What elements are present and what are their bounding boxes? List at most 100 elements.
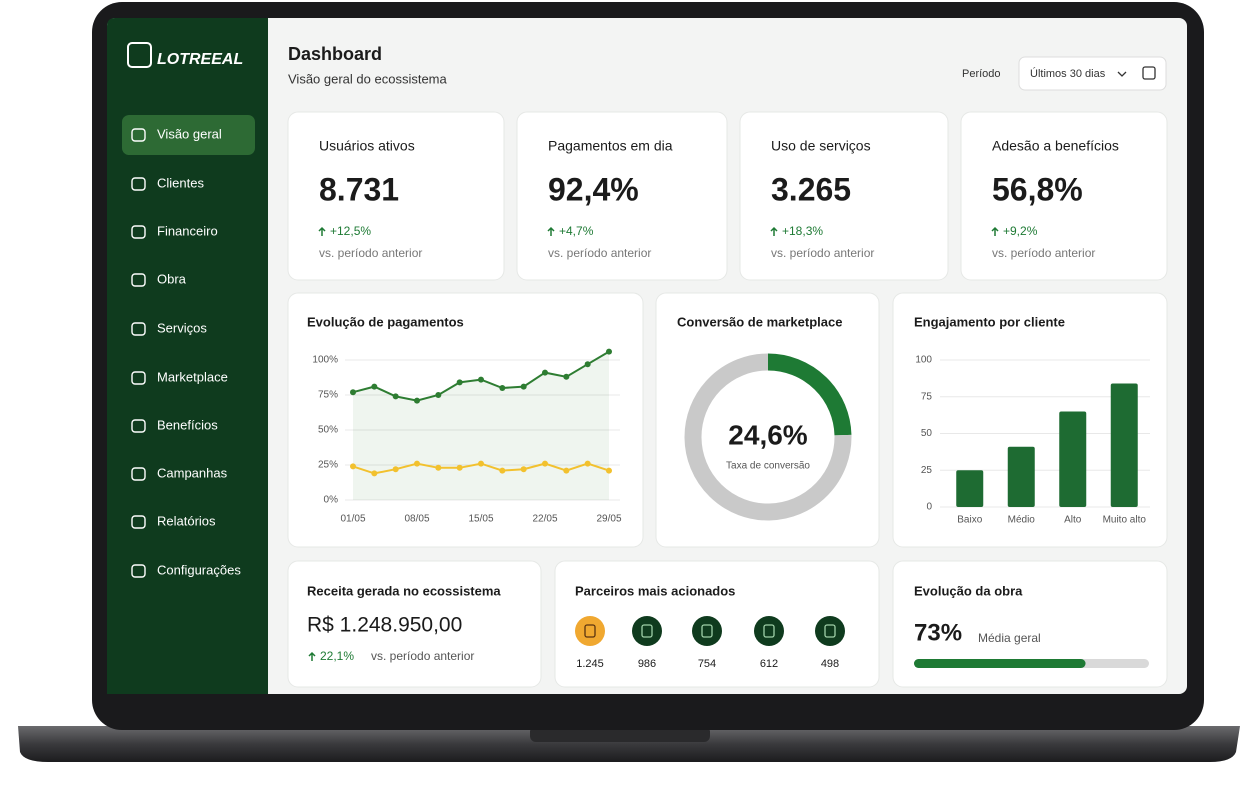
nav-icon [131, 371, 146, 385]
point [392, 466, 399, 473]
y-tick-label: 75 [921, 391, 933, 402]
y-tick-label: 100% [312, 355, 338, 366]
point [563, 373, 570, 380]
progress-note: Média geral [978, 631, 1041, 645]
bar [1110, 383, 1138, 507]
kpi-value: 8.731 [319, 171, 399, 207]
point [606, 467, 612, 474]
y-tick-label: 0% [324, 495, 339, 506]
bar [1059, 411, 1087, 507]
x-tick-label: Baixo [957, 515, 982, 526]
calendar-icon [1142, 66, 1156, 80]
active-nav [122, 115, 255, 155]
point [350, 463, 356, 470]
nav-item[interactable]: Serviços [157, 320, 207, 335]
partner-glyph [763, 624, 775, 638]
partner-avatar [632, 616, 662, 646]
kpi-change: +4,7% [559, 224, 594, 238]
partner-glyph [584, 624, 596, 638]
point [542, 369, 548, 376]
point [456, 379, 463, 386]
x-tick-label: 01/05 [340, 514, 365, 525]
point [499, 385, 506, 391]
kpi-label: Uso de serviços [771, 138, 871, 154]
nav-icon [131, 419, 146, 433]
revenue-change: 22,1% [320, 649, 354, 663]
kpi-note: vs. período anterior [548, 246, 651, 260]
chart-title: Evolução de pagamentos [307, 314, 464, 329]
donut-slice [684, 353, 852, 521]
card-title: Evolução da obra [914, 583, 1023, 598]
arrow-up [770, 226, 778, 236]
nav-item[interactable]: Configurações [157, 562, 241, 577]
logo-icon [127, 42, 152, 68]
point [563, 467, 570, 474]
card [516, 111, 728, 281]
cards [287, 111, 1168, 688]
nav-item[interactable]: Campanhas [157, 465, 228, 480]
progress-value: 73% [914, 619, 962, 646]
nav-item[interactable]: Obra [157, 271, 187, 286]
point [542, 460, 548, 467]
x-tick-label: 29/05 [596, 514, 621, 525]
x-tick-label: Médio [1008, 515, 1036, 526]
point [414, 397, 420, 404]
partner-count: 498 [821, 658, 839, 670]
kpi-change: +18,3% [782, 224, 823, 238]
card [287, 560, 542, 688]
kpi-value: 3.265 [771, 171, 851, 207]
nav-icon [131, 515, 146, 529]
nav-item[interactable]: Clientes [157, 175, 204, 190]
point [520, 383, 527, 390]
revenue-note: vs. período anterior [371, 649, 474, 663]
partner-glyph [701, 624, 713, 638]
nav-icon [131, 564, 146, 578]
card-title: Parceiros mais acionados [575, 583, 735, 598]
arrow-up [547, 226, 555, 236]
bar [956, 470, 984, 507]
nav-icon [131, 225, 146, 239]
kpi-value: 56,8% [992, 171, 1083, 207]
period-select[interactable] [1018, 56, 1167, 91]
kpi-label: Pagamentos em dia [548, 138, 673, 154]
nav-item[interactable]: Relatórios [157, 513, 216, 528]
nav-item[interactable]: Benefícios [157, 417, 218, 432]
kpi-note: vs. período anterior [771, 246, 874, 260]
y-tick-label: 100 [915, 355, 932, 366]
point [435, 392, 442, 398]
x-tick-label: Alto [1064, 515, 1082, 526]
chart-title: Engajamento por cliente [914, 314, 1065, 329]
kpi-label: Adesão a benefícios [992, 138, 1119, 154]
nav-item[interactable]: Marketplace [157, 369, 228, 384]
nav-icon [131, 128, 146, 142]
laptop-base [18, 726, 1240, 762]
page-title: Dashboard [288, 44, 382, 64]
nav-item[interactable]: Visão geral [157, 126, 222, 141]
x-tick-label: 15/05 [468, 514, 493, 525]
arrow-up [991, 226, 999, 236]
point [478, 460, 484, 467]
nav: Visão geral Clientes Financeiro Obra Serviço… [131, 126, 241, 578]
partner-count: 986 [638, 658, 656, 670]
bar [1007, 446, 1035, 507]
arrow-up [308, 651, 316, 661]
revenue-value: R$ 1.248.950,00 [307, 614, 462, 637]
point [478, 376, 484, 383]
sidebar [107, 18, 268, 694]
nav-item[interactable]: Financeiro [157, 223, 218, 238]
arrow-up [318, 226, 326, 236]
partner-avatar [692, 616, 722, 646]
y-tick-label: 75% [318, 390, 338, 401]
point [584, 361, 591, 368]
brand: LOTREEAL [157, 51, 243, 68]
donut-caption: Taxa de conversão [726, 461, 810, 472]
partner-count: 754 [698, 658, 716, 670]
period-value[interactable]: Últimos 30 dias [1030, 67, 1106, 80]
nav-icon [131, 177, 146, 191]
partner-glyph [824, 624, 836, 638]
donut-value: 24,6% [728, 419, 807, 450]
card [892, 560, 1168, 688]
kpi-change: +9,2% [1003, 224, 1038, 238]
kpi-value: 92,4% [548, 171, 639, 207]
point [499, 467, 506, 474]
